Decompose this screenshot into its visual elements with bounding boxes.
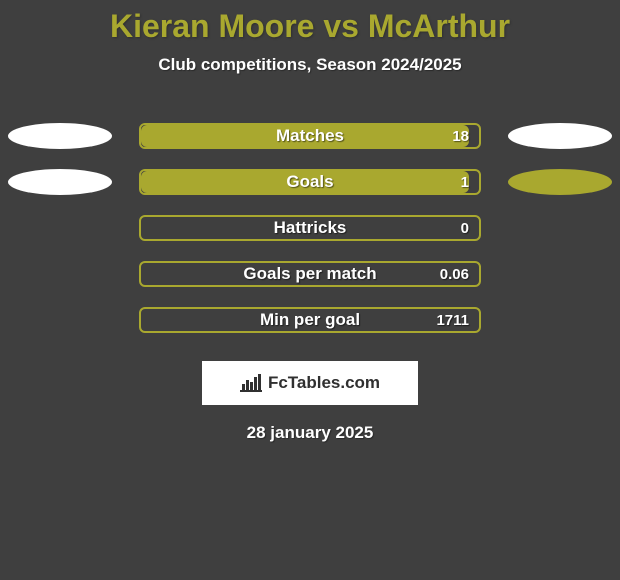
stat-bar-fill (141, 171, 469, 193)
stat-row: Hattricks0 (0, 205, 620, 251)
left-ellipse (8, 123, 112, 149)
comparison-infographic: Kieran Moore vs McArthur Club competitio… (0, 0, 620, 580)
stats-area: Matches18 Goals1 Hattricks0 Goals per match… (0, 113, 620, 343)
page-title: Kieran Moore vs McArthur (0, 0, 620, 45)
stat-value-right: 1711 (436, 309, 469, 331)
stat-row: Goals1 (0, 159, 620, 205)
left-ellipse (8, 169, 112, 195)
stat-label: Goals per match (141, 263, 479, 285)
stat-value-right: 18 (452, 125, 469, 147)
stat-bar-track: Min per goal1711 (139, 307, 481, 333)
right-ellipse (508, 169, 612, 195)
brand-footer: FcTables.com (202, 361, 418, 405)
stat-value-right: 0 (461, 217, 469, 239)
stat-row: Min per goal1711 (0, 297, 620, 343)
footer-date: 28 january 2025 (0, 423, 620, 443)
stat-label: Hattricks (141, 217, 479, 239)
stat-bar-track: Goals per match0.06 (139, 261, 481, 287)
stat-bar-track: Matches18 (139, 123, 481, 149)
stat-label: Min per goal (141, 309, 479, 331)
stat-row: Matches18 (0, 113, 620, 159)
stat-bar-track: Goals1 (139, 169, 481, 195)
right-ellipse (508, 123, 612, 149)
stat-row: Goals per match0.06 (0, 251, 620, 297)
brand-name: FcTables.com (268, 373, 380, 393)
stat-value-right: 0.06 (440, 263, 469, 285)
stat-bar-track: Hattricks0 (139, 215, 481, 241)
subtitle: Club competitions, Season 2024/2025 (0, 55, 620, 75)
stat-bar-fill (141, 125, 469, 147)
bar-chart-icon (240, 374, 262, 392)
stat-value-right: 1 (461, 171, 469, 193)
